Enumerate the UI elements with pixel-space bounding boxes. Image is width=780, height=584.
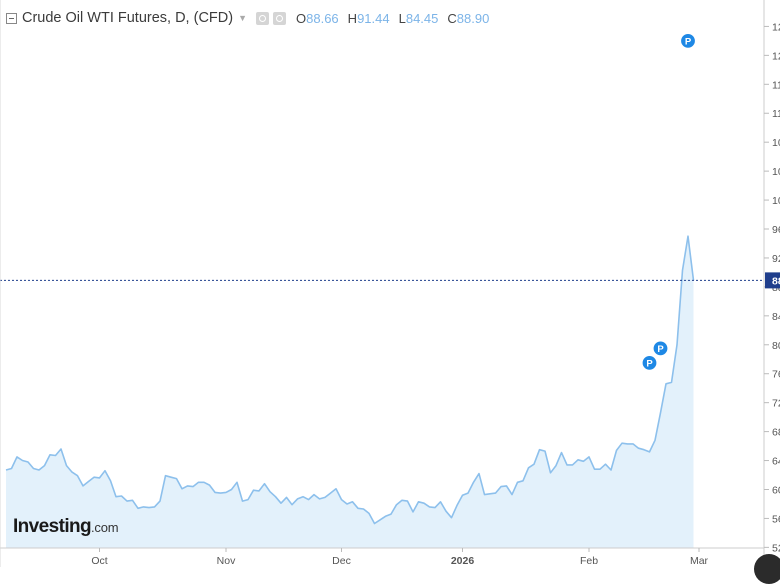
p-marker-circle [679,32,697,49]
x-tick-label: 2026 [451,555,475,567]
low-value: 84.45 [405,10,439,26]
x-tick-label: Dec [332,555,351,567]
y-tick-label: 72.00 [772,398,780,410]
y-tick-label: 92.00 [772,253,780,265]
y-tick-label: 64.00 [772,456,780,468]
event-markers[interactable]: PPP [641,32,697,371]
logo-suffix: .com [91,520,119,535]
price-chart[interactable]: 124.00 120.00 116.00 112.00 108.00 104.00 100.… [0,0,780,567]
last-price-tag-label: 88.90 [772,275,780,287]
y-tick-label: 52.00 [772,542,780,554]
p-marker-circle [641,354,658,371]
y-tick-label: 120.00 [772,50,780,62]
last-price-tag: 88.90 [765,272,780,289]
investing-logo: Investing.com [13,516,119,538]
last-price-tag-box [765,272,780,289]
y-tick-label: 56.00 [772,513,780,525]
open-key: O [296,10,307,26]
y-tick-label: 60.00 [772,484,780,496]
x-axis: Oct Nov Dec 2026 Feb Mar [91,548,709,567]
y-axis: 124.00 120.00 116.00 112.00 108.00 104.00 100.… [764,21,780,554]
price-series-line [5,235,695,525]
p-marker-circle [652,340,669,357]
p-marker-icon[interactable]: P [641,354,658,371]
y-tick-label: 104.00 [772,166,780,178]
open-value: 88.66 [306,10,339,26]
y-tick-label: 108.00 [772,137,780,149]
visibility-icon[interactable] [273,11,286,25]
logo-main: Investing [13,516,92,537]
y-tick-label: 84.00 [772,311,780,323]
y-tick-label: 100.00 [772,195,780,207]
x-tick-label: Oct [91,555,107,567]
collapse-icon[interactable] [6,12,17,24]
low-key: L [398,10,406,26]
instrument-title: Crude Oil WTI Futures, D, (CFD) [22,10,234,26]
y-tick-label: 112.00 [772,108,780,120]
chart-header: Crude Oil WTI Futures, D, (CFD) ▼ O 88.66… [6,8,498,28]
price-area-fill [6,236,694,548]
scroll-to-latest-button[interactable] [754,554,780,584]
p-marker-icon[interactable]: P [679,32,697,49]
x-tick-label: Mar [690,555,709,567]
close-value: 88.90 [456,10,490,26]
close-key: C [447,10,457,26]
p-marker-label: P [646,358,653,369]
y-tick-label: 96.00 [772,224,780,236]
p-marker-label: P [657,344,664,355]
high-key: H [347,10,358,26]
x-tick-label: Nov [217,555,236,567]
y-tick-label: 76.00 [772,369,780,381]
y-tick-label: 80.00 [772,340,780,352]
y-tick-label: 124.00 [772,21,780,33]
p-marker-icon[interactable]: P [652,340,669,357]
y-tick-label: 116.00 [772,79,780,91]
settings-icon[interactable] [256,11,269,25]
high-value: 91.44 [357,10,390,26]
ohlc-values: O 88.66 H 91.44 L 84.45 C 88.90 [296,11,498,26]
y-tick-label: 68.00 [772,427,780,439]
dropdown-caret-icon[interactable]: ▼ [238,13,247,23]
p-marker-label: P [685,36,692,47]
x-tick-label: Feb [580,555,598,567]
